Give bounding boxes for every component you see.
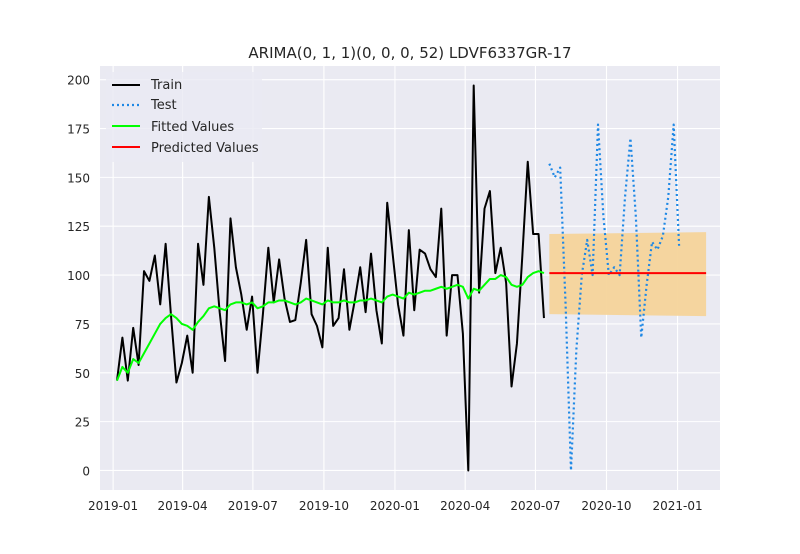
x-tick-label: 2019-01 <box>88 499 138 513</box>
x-tick-label: 2021-01 <box>652 499 702 513</box>
y-axis-ticks: 0 25 50 75 100 125 150 175 200 <box>67 74 90 479</box>
y-tick-label: 125 <box>67 220 90 234</box>
test-line <box>548 123 681 472</box>
y-tick-label: 150 <box>67 171 90 185</box>
x-axis-ticks: 2019-01 2019-04 2019-07 2019-10 2020-01 2020-… <box>88 499 703 513</box>
x-tick-label: 2020-01 <box>370 499 420 513</box>
legend-label-predicted: Predicted Values <box>151 141 259 156</box>
x-tick-label: 2020-10 <box>581 499 631 513</box>
legend-label-train: Train <box>150 78 182 93</box>
y-tick-label: 0 <box>82 464 90 478</box>
x-tick-label: 2020-04 <box>440 499 490 513</box>
y-tick-label: 75 <box>75 318 90 332</box>
y-tick-label: 25 <box>75 416 90 430</box>
x-tick-label: 2019-07 <box>228 499 278 513</box>
legend-label-fitted: Fitted Values <box>151 120 234 135</box>
y-tick-label: 200 <box>67 74 90 88</box>
y-tick-label: 50 <box>75 367 90 381</box>
y-tick-label: 175 <box>67 123 90 137</box>
legend-label-test: Test <box>150 98 177 113</box>
y-tick-label: 100 <box>67 269 90 283</box>
x-tick-label: 2019-10 <box>299 499 349 513</box>
x-tick-label: 2019-04 <box>158 499 208 513</box>
fitted-values-line <box>116 270 545 381</box>
train-line <box>115 84 545 472</box>
legend: Train Test Fitted Values Predicted Value… <box>106 72 262 162</box>
chart-title: ARIMA(0, 1, 1)(0, 0, 0, 52) LDVF6337GR-1… <box>248 44 571 62</box>
series-lines <box>115 84 707 472</box>
x-tick-label: 2020-07 <box>510 499 560 513</box>
